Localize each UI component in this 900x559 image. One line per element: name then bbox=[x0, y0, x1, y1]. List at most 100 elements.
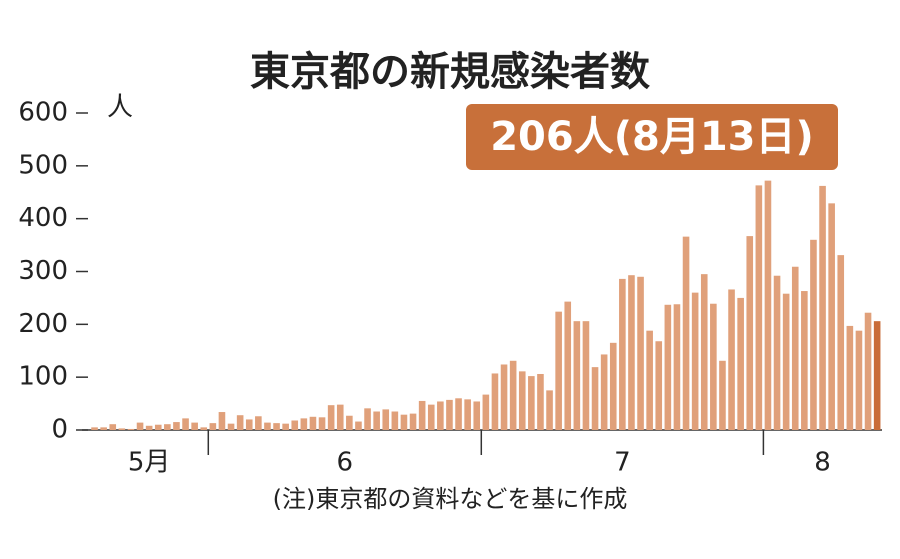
bar bbox=[455, 398, 462, 430]
chart-title: 東京都の新規感染者数 bbox=[250, 49, 650, 95]
bar bbox=[336, 404, 344, 430]
bar bbox=[828, 203, 835, 430]
bar bbox=[482, 394, 490, 430]
bar bbox=[728, 289, 735, 430]
bar bbox=[409, 413, 417, 430]
bar bbox=[373, 411, 380, 430]
bar bbox=[682, 236, 690, 430]
annotation-box bbox=[466, 104, 838, 170]
bar bbox=[255, 416, 262, 430]
bar bbox=[164, 424, 171, 430]
bar bbox=[100, 427, 107, 430]
bar bbox=[755, 185, 763, 430]
bar bbox=[555, 311, 562, 430]
bar bbox=[518, 371, 526, 430]
bar bbox=[464, 399, 471, 430]
note: (注)東京都の資料などを基に作成 bbox=[273, 485, 628, 513]
bar bbox=[500, 364, 508, 430]
bar bbox=[801, 291, 808, 430]
y-tick-label: 0 bbox=[51, 415, 68, 445]
bar bbox=[209, 423, 217, 430]
x-tick-label: 8 bbox=[814, 448, 831, 478]
bar bbox=[227, 423, 235, 430]
bar bbox=[764, 180, 772, 430]
bar bbox=[118, 428, 126, 430]
y-tick-label: 500 bbox=[18, 150, 68, 180]
annotation: 206人(8月13日) bbox=[490, 114, 814, 160]
bar bbox=[737, 297, 744, 430]
bar bbox=[628, 275, 635, 430]
bar bbox=[145, 425, 153, 430]
bar bbox=[528, 376, 535, 430]
bar bbox=[873, 321, 881, 430]
bar bbox=[609, 342, 617, 430]
y-unit: 人 bbox=[107, 93, 133, 123]
bar bbox=[109, 424, 117, 430]
bar bbox=[200, 427, 208, 430]
bar bbox=[619, 278, 626, 430]
bar bbox=[282, 423, 289, 430]
y-tick-label: 600 bbox=[18, 98, 68, 128]
bar bbox=[391, 411, 399, 430]
bar bbox=[710, 303, 717, 430]
bar bbox=[364, 408, 371, 430]
bar bbox=[691, 292, 699, 430]
bar bbox=[136, 422, 144, 430]
x-tick-label: 7 bbox=[614, 448, 631, 478]
x-tick-label: 6 bbox=[337, 448, 354, 478]
bar bbox=[382, 409, 390, 430]
bar bbox=[819, 185, 826, 430]
bar bbox=[837, 255, 845, 430]
bar bbox=[855, 330, 863, 430]
bar bbox=[218, 412, 226, 430]
bar bbox=[719, 360, 726, 430]
bar bbox=[327, 405, 335, 430]
bar bbox=[700, 274, 708, 430]
bar bbox=[182, 418, 189, 430]
bar bbox=[264, 422, 271, 430]
bar bbox=[154, 424, 162, 430]
bar bbox=[564, 301, 572, 430]
bar bbox=[664, 304, 672, 430]
y-tick-label: 100 bbox=[18, 362, 68, 392]
bar bbox=[591, 367, 599, 430]
bar bbox=[573, 321, 581, 430]
bar bbox=[546, 390, 553, 430]
bar bbox=[437, 401, 444, 430]
bar bbox=[355, 421, 362, 430]
bar bbox=[291, 420, 299, 430]
bar bbox=[236, 415, 244, 430]
bar bbox=[655, 341, 663, 430]
bar bbox=[245, 419, 253, 430]
bar bbox=[773, 275, 781, 430]
bar bbox=[446, 399, 453, 430]
bar bbox=[418, 400, 426, 430]
bar bbox=[473, 401, 481, 430]
bar bbox=[810, 239, 817, 430]
bar bbox=[746, 236, 754, 430]
y-tick-label: 300 bbox=[18, 256, 68, 286]
x-tick-label: 5月 bbox=[128, 448, 171, 478]
bar bbox=[582, 321, 590, 430]
y-tick-label: 200 bbox=[18, 309, 68, 339]
bar bbox=[491, 373, 499, 430]
bar bbox=[791, 266, 799, 430]
bar bbox=[427, 404, 435, 430]
bar bbox=[864, 312, 872, 430]
bar bbox=[191, 422, 198, 430]
bar bbox=[318, 417, 326, 430]
bar bbox=[300, 418, 308, 430]
bar bbox=[273, 423, 280, 430]
bar bbox=[400, 414, 408, 430]
bar bbox=[509, 360, 517, 430]
y-tick-label: 400 bbox=[18, 203, 68, 233]
bar bbox=[673, 304, 681, 430]
bar bbox=[600, 354, 608, 430]
bar bbox=[637, 276, 644, 430]
bar bbox=[646, 330, 653, 430]
bar bbox=[309, 416, 317, 430]
bar bbox=[346, 415, 353, 430]
bar bbox=[782, 293, 790, 430]
bar bbox=[91, 427, 98, 430]
bar bbox=[537, 373, 544, 430]
